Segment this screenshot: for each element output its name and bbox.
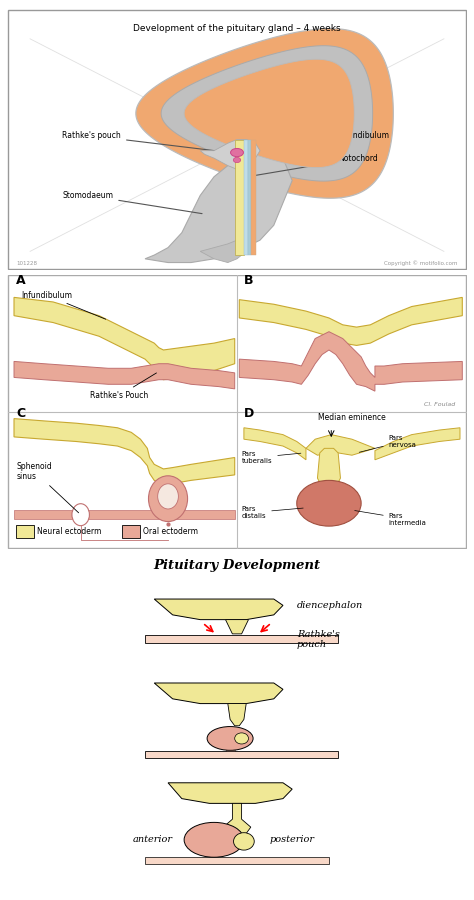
Polygon shape	[154, 599, 283, 619]
Polygon shape	[168, 783, 292, 804]
Polygon shape	[226, 619, 248, 634]
Polygon shape	[375, 428, 460, 460]
Text: C: C	[16, 407, 26, 420]
Text: Median eminence: Median eminence	[318, 413, 386, 422]
Bar	[122, 525, 139, 537]
Text: diencephalon: diencephalon	[297, 601, 363, 610]
Text: anterior: anterior	[133, 835, 173, 844]
Text: Cl. Foulad: Cl. Foulad	[424, 402, 456, 407]
Ellipse shape	[235, 733, 248, 744]
Polygon shape	[306, 435, 375, 455]
Ellipse shape	[233, 158, 241, 163]
Polygon shape	[239, 297, 462, 346]
Text: Neural ectoderm: Neural ectoderm	[37, 526, 101, 536]
Polygon shape	[14, 362, 235, 389]
Text: Notochord: Notochord	[250, 154, 378, 176]
Text: Oral ectoderm: Oral ectoderm	[143, 526, 198, 536]
Ellipse shape	[184, 823, 244, 857]
Polygon shape	[14, 418, 235, 485]
Ellipse shape	[230, 148, 244, 157]
Text: Rathke's
pouch: Rathke's pouch	[297, 630, 340, 649]
Polygon shape	[136, 29, 393, 198]
Polygon shape	[145, 752, 338, 758]
Ellipse shape	[148, 476, 188, 522]
Text: Infundibulum: Infundibulum	[21, 291, 106, 319]
Ellipse shape	[207, 726, 253, 751]
Text: Development of the pituitary gland – 4 weeks: Development of the pituitary gland – 4 w…	[133, 24, 341, 33]
Bar	[251, 140, 256, 255]
Text: B: B	[244, 274, 254, 287]
Polygon shape	[184, 59, 354, 167]
Ellipse shape	[234, 832, 254, 850]
Text: Sphenoid
sinus: Sphenoid sinus	[16, 462, 79, 513]
Polygon shape	[244, 428, 306, 460]
Polygon shape	[200, 140, 260, 169]
Text: D: D	[244, 407, 254, 420]
Text: Copyright © motifolio.com: Copyright © motifolio.com	[384, 261, 458, 266]
Polygon shape	[161, 46, 373, 181]
Bar	[247, 140, 251, 255]
Text: posterior: posterior	[269, 835, 314, 844]
Polygon shape	[145, 150, 292, 263]
Text: Infundibulum: Infundibulum	[246, 131, 389, 147]
Text: Pars
distalis: Pars distalis	[242, 506, 303, 519]
Text: A: A	[16, 274, 26, 287]
Polygon shape	[223, 804, 251, 837]
Text: Rathke's pouch: Rathke's pouch	[62, 131, 228, 152]
Polygon shape	[145, 635, 338, 644]
Polygon shape	[145, 857, 329, 864]
Bar	[244, 140, 247, 255]
Polygon shape	[200, 240, 246, 263]
Polygon shape	[235, 140, 244, 255]
Ellipse shape	[297, 481, 361, 526]
Bar	[16, 525, 34, 537]
Text: Stomodaeum: Stomodaeum	[62, 191, 202, 213]
Polygon shape	[226, 751, 235, 752]
Ellipse shape	[72, 504, 90, 526]
Polygon shape	[14, 510, 235, 519]
Text: 101228: 101228	[16, 261, 37, 266]
Ellipse shape	[158, 484, 178, 509]
Polygon shape	[14, 297, 235, 380]
Text: Pituitary Development: Pituitary Development	[154, 559, 320, 572]
Text: Pars
tuberalis: Pars tuberalis	[242, 451, 301, 464]
Text: Rathke's Pouch: Rathke's Pouch	[90, 373, 156, 400]
Polygon shape	[239, 332, 462, 392]
Text: Pars
intermedia: Pars intermedia	[355, 510, 427, 526]
Polygon shape	[154, 683, 283, 704]
Polygon shape	[228, 704, 246, 725]
Text: Pars
nervosa: Pars nervosa	[359, 435, 417, 453]
Polygon shape	[318, 448, 340, 491]
